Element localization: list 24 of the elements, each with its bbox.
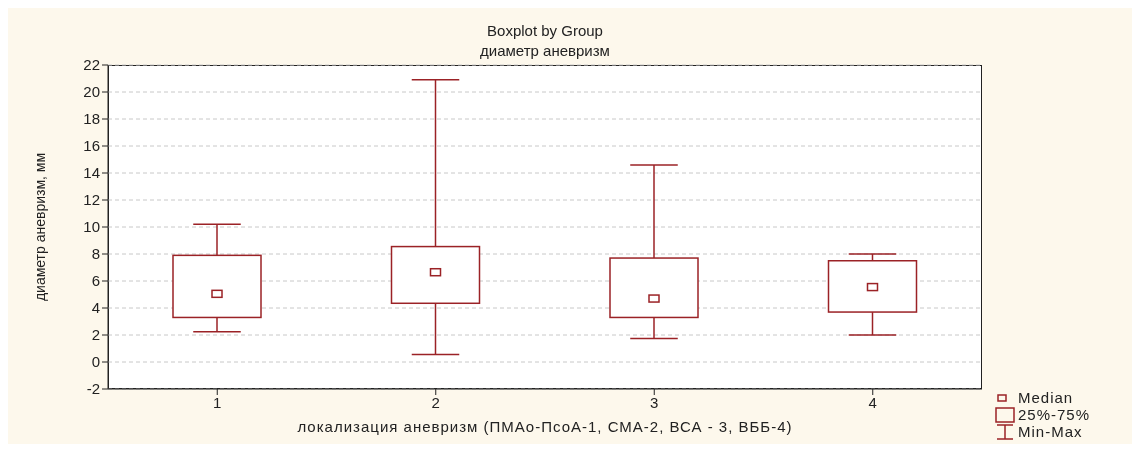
x-tick-label: 1	[213, 393, 222, 411]
text: Min-Max	[1018, 423, 1083, 440]
y-tick-label: 14	[83, 164, 100, 182]
y-tick-label: 8	[91, 245, 100, 263]
y-tick-label: -2	[86, 380, 100, 398]
text: 25%-75%	[1018, 406, 1091, 423]
x-tick-label: 2	[431, 393, 440, 411]
chart-subtitle: диаметр аневризм	[479, 42, 611, 59]
y-tick-label: 18	[83, 110, 100, 128]
y-tick-label: 22	[83, 56, 100, 74]
y-tick-label: 4	[91, 299, 100, 317]
y-tick-label: 20	[83, 83, 100, 101]
x-tick-label: 4	[868, 393, 877, 411]
y-tick-label: 0	[91, 353, 100, 371]
chart-title: Boxplot by Group	[486, 22, 604, 39]
y-tick-label: 16	[83, 137, 100, 155]
x-tick-label: 3	[650, 393, 659, 411]
x-axis-title: локализация аневризм (ПМАо-ПсоА-1, СМА-2, ВСА - 3, ВББ-4)	[297, 418, 793, 435]
y-axis-title: диаметр аневризм, мм	[31, 152, 48, 302]
y-tick-label: 10	[83, 218, 100, 236]
text: Median	[1018, 389, 1074, 406]
y-tick-label: 6	[91, 272, 100, 290]
y-tick-label: 2	[91, 326, 100, 344]
y-tick-label: 12	[83, 191, 100, 209]
